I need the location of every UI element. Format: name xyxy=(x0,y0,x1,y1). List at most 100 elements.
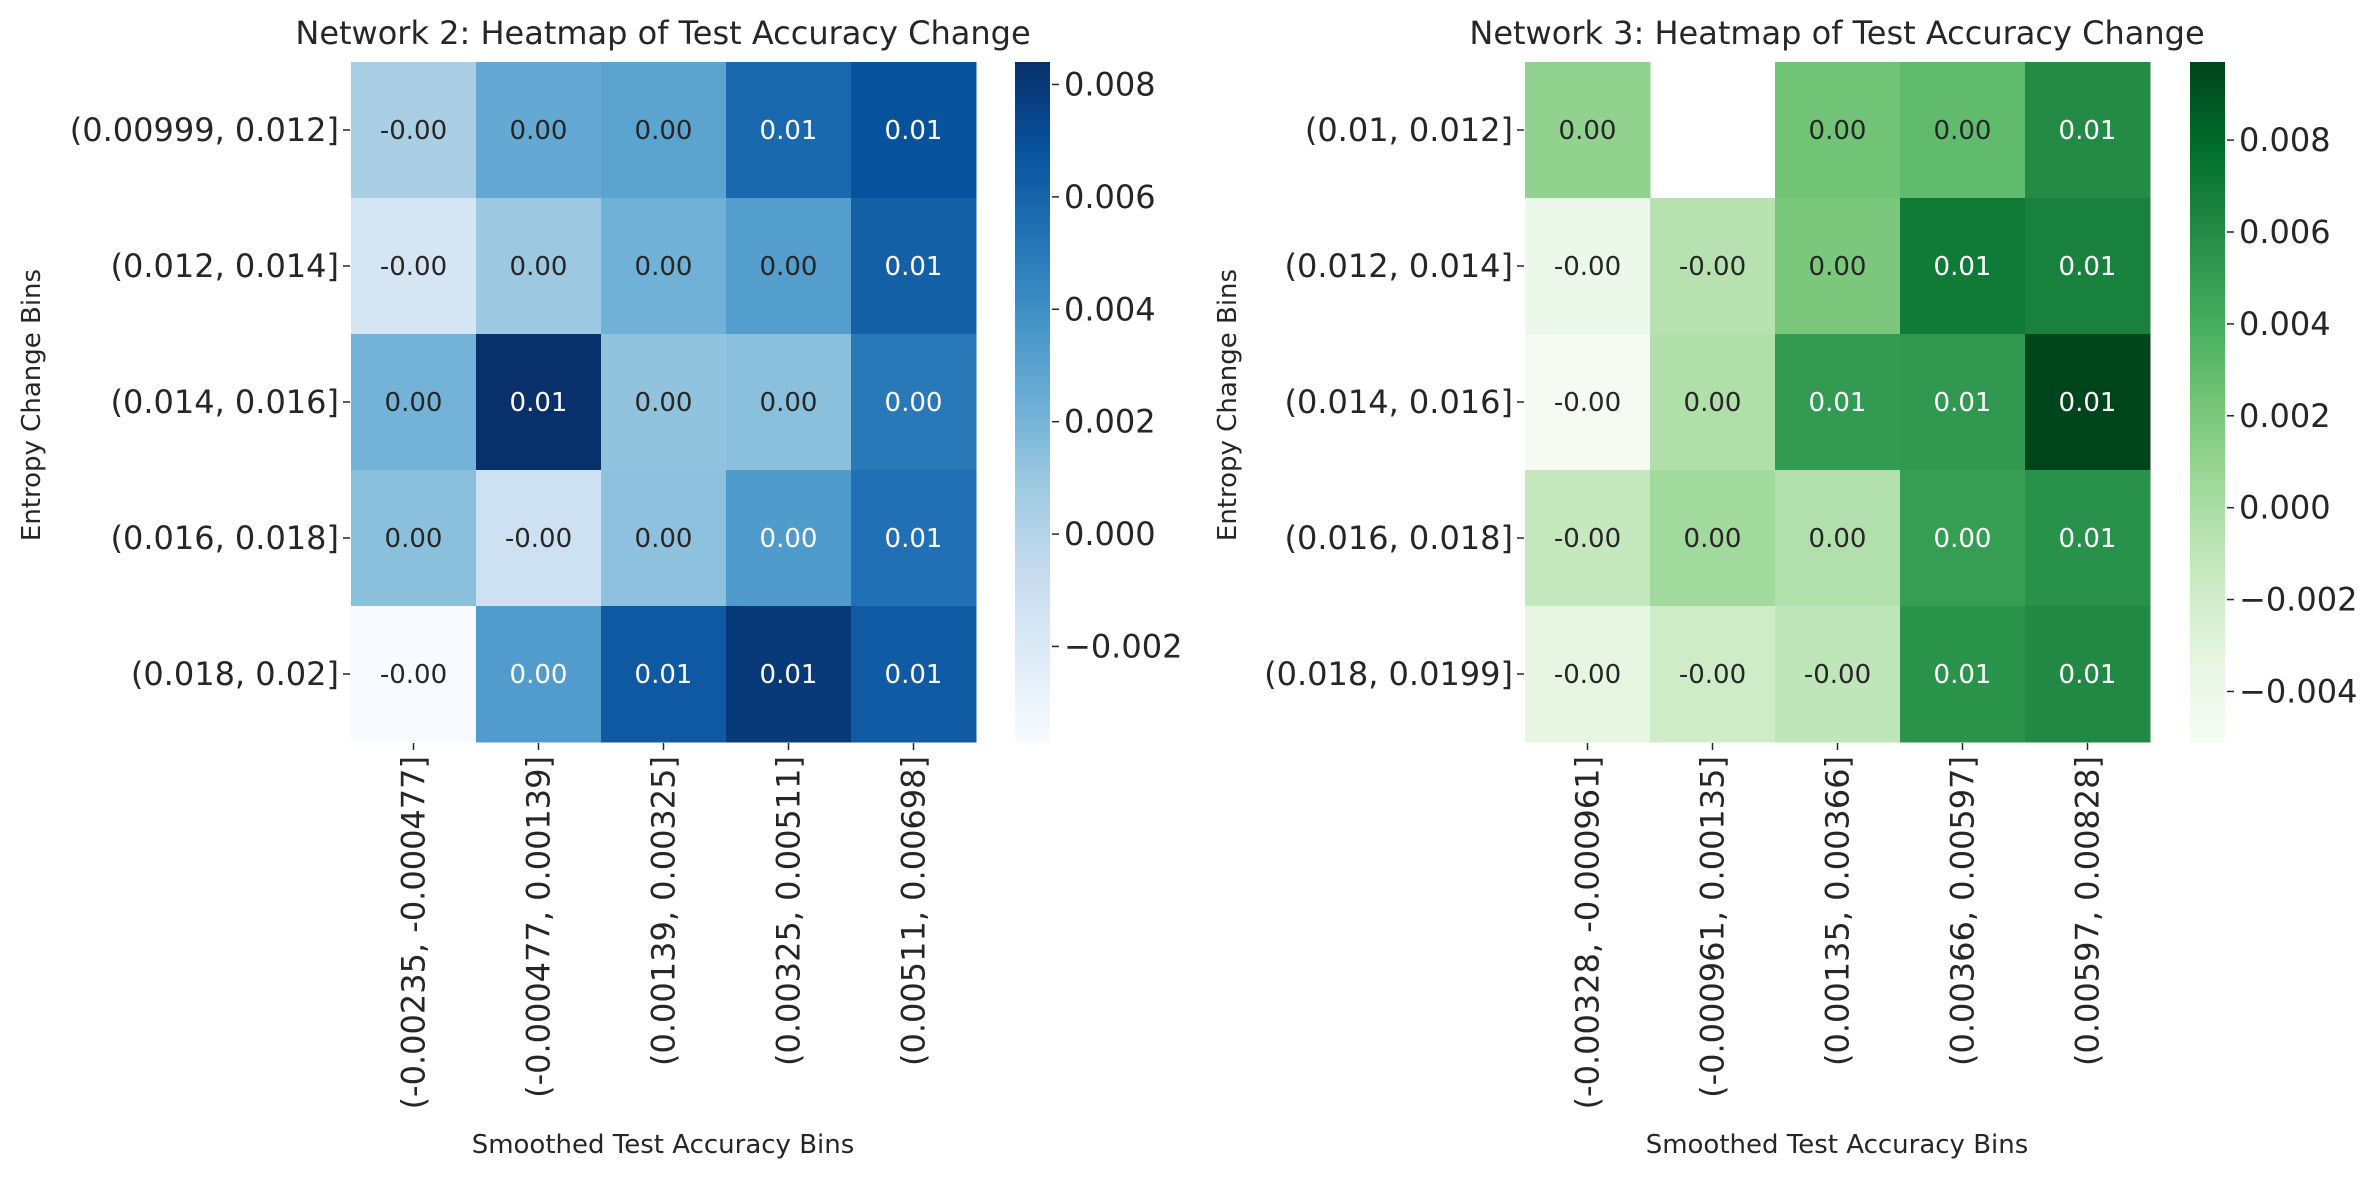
heatmap-cell xyxy=(1900,198,2026,335)
x-tick-label: (0.00325, 0.00511] xyxy=(770,756,808,1066)
x-axis-ticks: (-0.00328, -0.000961] (-0.000961, 0.00135… xyxy=(1569,743,2107,1109)
cell-annotation: 0.01 xyxy=(1934,252,1992,282)
heatmap-cell xyxy=(1525,62,1651,199)
cell-annotation: 0.01 xyxy=(885,116,943,146)
y-tick-label: (0.012, 0.014] xyxy=(1284,247,1513,285)
heatmap-cell xyxy=(476,470,602,607)
colorbar-tick-label: 0.002 xyxy=(2239,397,2331,435)
heatmap-cell xyxy=(726,62,852,199)
colorbar-tick-label: −0.004 xyxy=(2239,672,2357,710)
cell-annotation: 0.01 xyxy=(510,388,568,418)
cell-annotation: 0.00 xyxy=(510,660,568,690)
heatmap-cell xyxy=(2025,606,2151,743)
heatmap-cell xyxy=(851,62,977,199)
y-axis-ticks: (0.01, 0.012] (0.012, 0.014] (0.014, 0.016… xyxy=(1264,111,1524,693)
heatmap-cell xyxy=(1775,334,1901,471)
colorbar-tick-label: 0.004 xyxy=(1064,290,1156,328)
x-tick-label: (0.00366, 0.00597] xyxy=(1944,756,1982,1066)
cell-annotation: 0.01 xyxy=(1934,388,1992,418)
heatmap-cell xyxy=(726,470,852,607)
colorbar-tick-label: −0.002 xyxy=(1064,627,1182,665)
colorbar-tick-label: 0.002 xyxy=(1064,403,1156,441)
cell-annotation: -0.00 xyxy=(1679,660,1746,690)
cell-annotation: 0.00 xyxy=(760,524,818,554)
heatmap-cell xyxy=(726,198,852,335)
cell-annotation: 0.00 xyxy=(1809,252,1867,282)
heatmap-cell xyxy=(601,606,727,743)
cell-annotation: -0.00 xyxy=(1804,660,1871,690)
heatmap-cell xyxy=(1775,62,1901,199)
y-tick-label: (0.01, 0.012] xyxy=(1305,111,1513,149)
x-tick-label: (0.00597, 0.00828] xyxy=(2069,756,2107,1066)
heatmap-cell xyxy=(476,198,602,335)
cell-annotation: 0.01 xyxy=(1934,660,1992,690)
cell-annotation: -0.00 xyxy=(380,660,447,690)
cell-annotation: -0.00 xyxy=(380,116,447,146)
cell-annotation: 0.00 xyxy=(385,524,443,554)
cell-annotation: 0.00 xyxy=(760,252,818,282)
y-tick-label: (0.014, 0.016] xyxy=(1284,383,1513,421)
cell-annotation: -0.00 xyxy=(1554,388,1621,418)
heatmap-cell xyxy=(2025,470,2151,607)
heatmap-cells xyxy=(1525,62,2151,743)
heatmap-cell xyxy=(2025,62,2151,199)
heatmap-cells xyxy=(351,62,977,743)
cell-annotation: 0.01 xyxy=(2059,116,2117,146)
y-tick-label: (0.016, 0.018] xyxy=(110,519,339,557)
cell-annotation: 0.01 xyxy=(760,116,818,146)
colorbar-tick-label: 0.000 xyxy=(2239,489,2331,527)
cell-annotation: -0.00 xyxy=(505,524,572,554)
cell-annotation: 0.00 xyxy=(1684,524,1742,554)
y-tick-label: (0.014, 0.016] xyxy=(110,383,339,421)
cell-annotation: 0.00 xyxy=(1934,524,1992,554)
colorbar-gradient xyxy=(1015,62,1050,742)
x-axis-label: Smoothed Test Accuracy Bins xyxy=(472,1130,855,1160)
heatmap-cell xyxy=(851,334,977,471)
x-axis-label: Smoothed Test Accuracy Bins xyxy=(1646,1130,2029,1160)
heatmap-cell xyxy=(351,198,477,335)
heatmap-cell xyxy=(476,606,602,743)
heatmap-cell xyxy=(601,334,727,471)
cell-annotation: 0.01 xyxy=(2059,524,2117,554)
colorbar-tick-label: −0.002 xyxy=(2239,581,2357,619)
colorbar-tick-label: 0.008 xyxy=(1064,65,1156,103)
y-axis-label: Entropy Change Bins xyxy=(17,269,47,541)
x-tick-label: (-0.000961, 0.00135] xyxy=(1694,756,1732,1098)
x-tick-label: (0.00139, 0.00325] xyxy=(645,756,683,1066)
cell-annotation: 0.00 xyxy=(635,116,693,146)
colorbar-tick-label: 0.006 xyxy=(2239,213,2331,251)
cell-annotation: 0.00 xyxy=(385,388,443,418)
heatmap-cell xyxy=(726,606,852,743)
colorbar: 0.008 0.006 0.004 0.002 0.000 −0.002 xyxy=(1015,62,1182,742)
colorbar-tick-label: 0.000 xyxy=(1064,515,1156,553)
cell-annotation: 0.00 xyxy=(885,388,943,418)
cell-annotation: 0.01 xyxy=(1809,388,1867,418)
cell-annotation: -0.00 xyxy=(380,252,447,282)
cell-annotations: -0.00 0.00 0.00 0.01 0.01 -0.00 0.00 0.00 0.00 0.… xyxy=(380,116,943,690)
heatmap-cell xyxy=(1775,606,1901,743)
y-tick-label: (0.018, 0.0199] xyxy=(1264,655,1513,693)
cell-annotation: -0.00 xyxy=(1554,660,1621,690)
cell-annotation: 0.01 xyxy=(2059,660,2117,690)
y-tick-label: (0.018, 0.02] xyxy=(131,655,339,693)
heatmap-cell xyxy=(1525,606,1651,743)
cell-annotation: 0.01 xyxy=(885,252,943,282)
y-tick-label: (0.00999, 0.012] xyxy=(70,111,339,149)
cell-annotation: 0.00 xyxy=(635,524,693,554)
y-tick-label: (0.016, 0.018] xyxy=(1284,519,1513,557)
heatmap-cell xyxy=(601,62,727,199)
y-axis-ticks: (0.00999, 0.012] (0.012, 0.014] (0.014, 0.… xyxy=(70,111,350,693)
heatmap-cell xyxy=(1650,470,1776,607)
colorbar-tick-label: 0.006 xyxy=(1064,178,1156,216)
heatmap-cell xyxy=(726,334,852,471)
cell-annotation: 0.00 xyxy=(510,252,568,282)
x-axis-ticks: (-0.00235, -0.000477] (-0.000477, 0.00139… xyxy=(395,743,933,1109)
heatmap-cell xyxy=(1900,62,2026,199)
heatmap-cell xyxy=(851,606,977,743)
heatmap-cell xyxy=(351,470,477,607)
colorbar-tick-label: 0.004 xyxy=(2239,305,2331,343)
heatmap-cell xyxy=(1900,334,2026,471)
cell-annotations: 0.00 0.00 0.00 0.01 -0.00 -0.00 0.00 0.01 0.01 -0… xyxy=(1554,116,2117,690)
cell-annotation: -0.00 xyxy=(1554,252,1621,282)
